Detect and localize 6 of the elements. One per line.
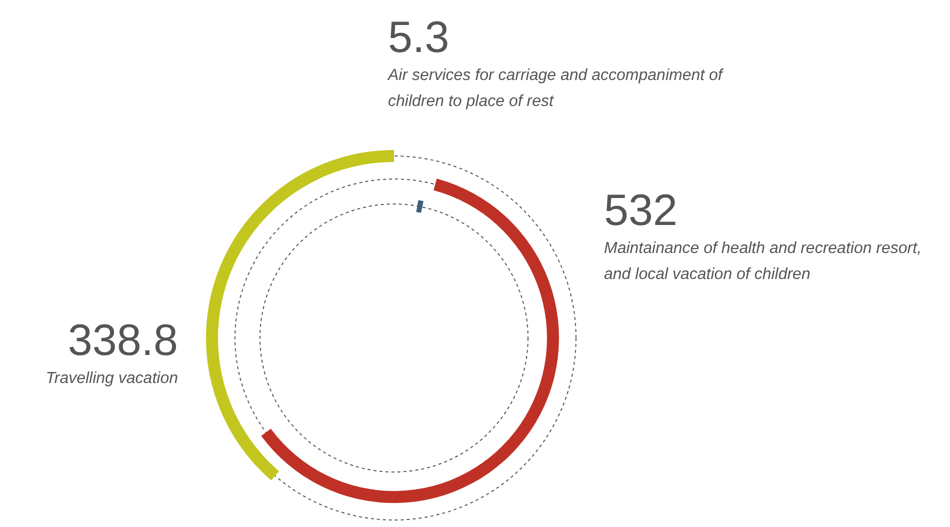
category-label: Travelling vacation: [46, 370, 178, 387]
data-label: 5.3: [388, 13, 450, 62]
category-label: Maintainance of health and recreation resort, and local vacation of children: [604, 240, 922, 283]
data-label: 338.8: [68, 316, 178, 365]
data-label: 532: [604, 186, 678, 235]
category-label: Air services for carriage and accompaniment of children to place of rest: [387, 67, 724, 110]
